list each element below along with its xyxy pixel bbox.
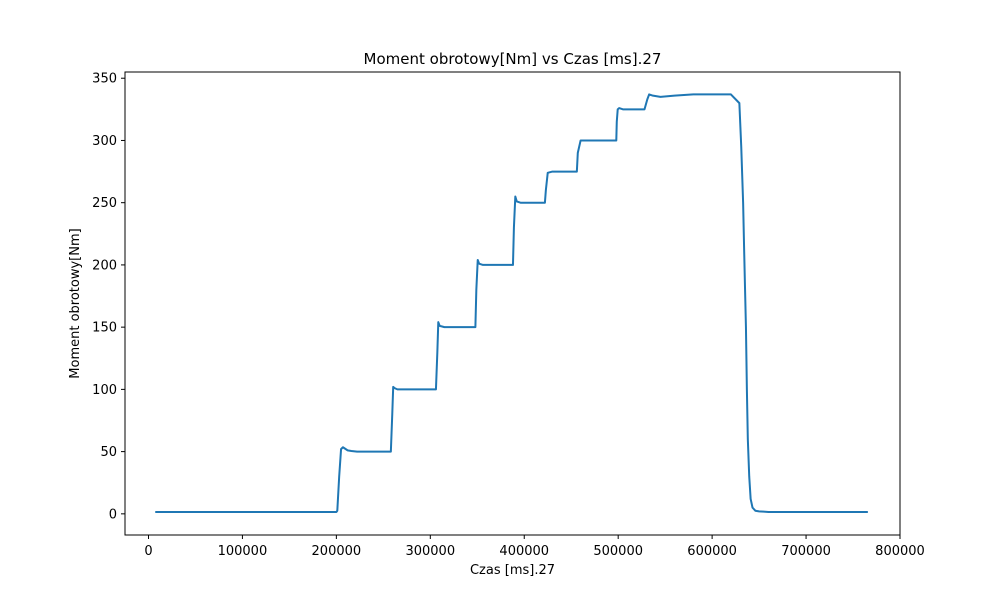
- x-tick-label: 700000: [781, 544, 831, 559]
- y-tick-label: 50: [100, 445, 117, 460]
- x-tick-label: 600000: [687, 544, 737, 559]
- x-tick-label: 500000: [593, 544, 643, 559]
- x-tick-label: 0: [144, 544, 152, 559]
- y-tick-label: 0: [109, 507, 117, 522]
- series-line-0: [155, 93, 869, 513]
- y-tick-label: 150: [92, 321, 117, 336]
- y-axis: 0 50 100 150 200 250 300 350: [92, 72, 125, 522]
- y-tick-label: 200: [92, 258, 117, 273]
- chart-title: Moment obrotowy[Nm] vs Czas [ms].27: [364, 50, 662, 68]
- x-tick-label: 400000: [499, 544, 549, 559]
- y-axis-label: Moment obrotowy[Nm]: [68, 228, 83, 378]
- y-tick-label: 100: [92, 383, 117, 398]
- x-axis-label: Czas [ms].27: [470, 563, 555, 578]
- y-tick-label: 250: [92, 196, 117, 211]
- plot-area: [155, 93, 869, 513]
- x-tick-label: 100000: [218, 544, 268, 559]
- y-tick-label: 300: [92, 134, 117, 149]
- y-tick-label: 350: [92, 72, 117, 87]
- x-axis: 0 100000 200000 300000 400000 500000 600000 700…: [144, 535, 925, 559]
- x-tick-label: 300000: [405, 544, 455, 559]
- x-tick-label: 200000: [312, 544, 362, 559]
- plot-frame: [124, 71, 901, 536]
- x-tick-label: 800000: [875, 544, 925, 559]
